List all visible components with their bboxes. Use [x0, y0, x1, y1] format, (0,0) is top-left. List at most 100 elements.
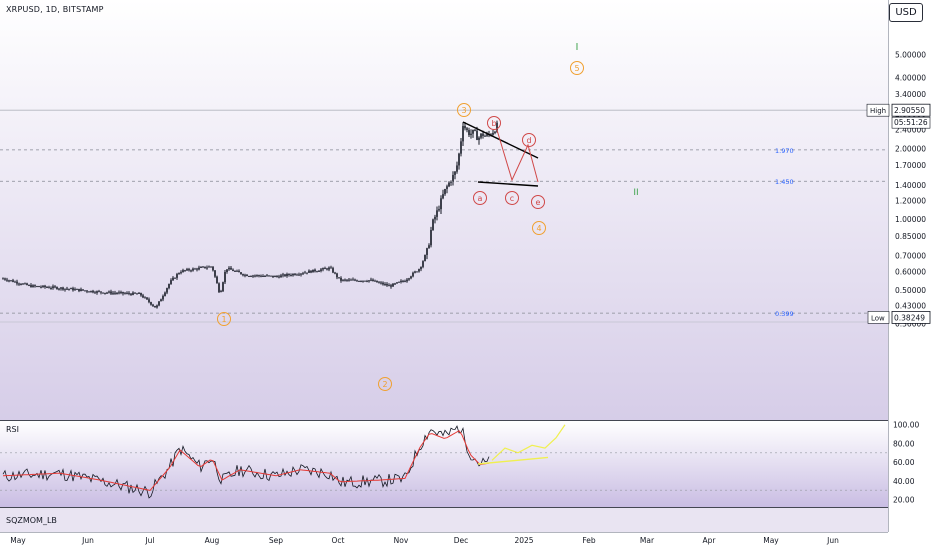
candle-body: [170, 280, 172, 285]
candle-body: [32, 285, 34, 288]
triangle-label-circle: [487, 116, 501, 130]
low-value-box: [891, 311, 931, 324]
candle-body: [288, 274, 290, 276]
candle-body: [328, 267, 330, 270]
candle-body: [158, 301, 160, 306]
candle-body: [466, 128, 468, 131]
candle-body: [130, 293, 132, 295]
candle-body: [416, 271, 418, 273]
wave-label-circle: [532, 221, 546, 235]
price-tick-label: 2.40000: [895, 126, 926, 135]
candle-body: [12, 280, 14, 282]
triangle-label: a: [478, 194, 483, 203]
candle-body: [336, 273, 338, 278]
candle-body: [292, 273, 294, 276]
candle-body: [418, 269, 420, 272]
high-value-label: 2.90550: [894, 106, 925, 115]
time-tick-label: Dec: [454, 536, 469, 545]
candle-body: [366, 281, 368, 283]
candle-body: [82, 289, 84, 291]
main-pane-bg: [0, 0, 888, 420]
candle-body: [42, 285, 44, 287]
low-marker-label: Low: [871, 314, 885, 322]
price-tick-label: 0.43000: [895, 301, 926, 310]
fib-level-label: 1.450: [775, 178, 794, 186]
candle-body: [234, 270, 236, 272]
candle-body: [444, 188, 446, 195]
candle-body: [262, 276, 264, 278]
wave-label-circle: [378, 377, 392, 391]
candle-body: [266, 275, 268, 277]
time-tick-label: Oct: [332, 536, 345, 545]
candle-body: [462, 126, 464, 142]
candle-body: [228, 267, 230, 270]
price-tick-label: 0.50000: [895, 286, 926, 295]
candle-body: [290, 274, 292, 276]
candle-body: [126, 292, 128, 294]
candle-body: [206, 267, 208, 269]
candle-body: [192, 268, 194, 271]
candle-body: [438, 209, 440, 211]
candle-body: [66, 288, 68, 290]
candle-body: [304, 272, 306, 274]
candle-body: [16, 281, 18, 284]
candle-body: [372, 279, 374, 282]
candle-body: [212, 266, 214, 271]
candle-body: [330, 267, 332, 269]
candle-body: [38, 286, 40, 288]
candle-body: [214, 270, 216, 277]
time-tick-label: Mar: [640, 536, 655, 545]
candle-body: [480, 133, 482, 138]
candle-body: [276, 276, 278, 278]
candle-body: [30, 285, 32, 288]
candle-body: [218, 283, 220, 293]
candle-body: [178, 273, 180, 275]
candle-body: [204, 266, 206, 269]
candle-body: [230, 267, 232, 270]
candle-body: [322, 268, 324, 270]
fib-level-label: 0.399: [775, 310, 794, 318]
candle-body: [100, 291, 102, 293]
candle-body: [46, 287, 48, 289]
candle-body: [346, 279, 348, 281]
candle-body: [426, 248, 428, 255]
candle-body: [364, 280, 366, 282]
candle-body: [392, 283, 394, 287]
candle-body: [148, 299, 150, 303]
candle-body: [376, 280, 378, 283]
price-axis-bg: [888, 0, 932, 532]
wave-label-circle: [217, 312, 231, 326]
high-marker-label: High: [870, 107, 886, 115]
candle-body: [14, 281, 16, 283]
time-tick-label: Aug: [205, 536, 220, 545]
candle-body: [470, 133, 472, 136]
sqzmom-pane-title: SQZMOM_LB: [6, 516, 57, 525]
candle-body: [310, 270, 312, 273]
price-tick-label: 0.36000: [895, 320, 926, 329]
candle-body: [106, 292, 108, 294]
candle-body: [348, 279, 350, 281]
candle-body: [258, 275, 260, 277]
candle-body: [318, 270, 320, 272]
currency-button[interactable]: USD: [889, 3, 923, 22]
candle-body: [306, 272, 308, 274]
candle-body: [62, 287, 64, 290]
candle-body: [24, 283, 26, 285]
candle-body: [58, 288, 60, 290]
rsi-tick-label: 60.00: [893, 458, 915, 467]
low-value-label: 0.38249: [894, 313, 925, 322]
candle-body: [484, 135, 486, 137]
candle-body: [84, 290, 86, 292]
triangle-label: c: [510, 194, 514, 203]
candle-body: [272, 275, 274, 278]
candle-body: [320, 269, 322, 271]
candle-body: [44, 285, 46, 288]
wave-label: 4: [536, 224, 541, 233]
time-tick-label: 2025: [514, 536, 533, 545]
candle-body: [140, 292, 142, 296]
candle-body: [458, 153, 460, 166]
candle-body: [250, 276, 252, 278]
candle-body: [136, 293, 138, 295]
